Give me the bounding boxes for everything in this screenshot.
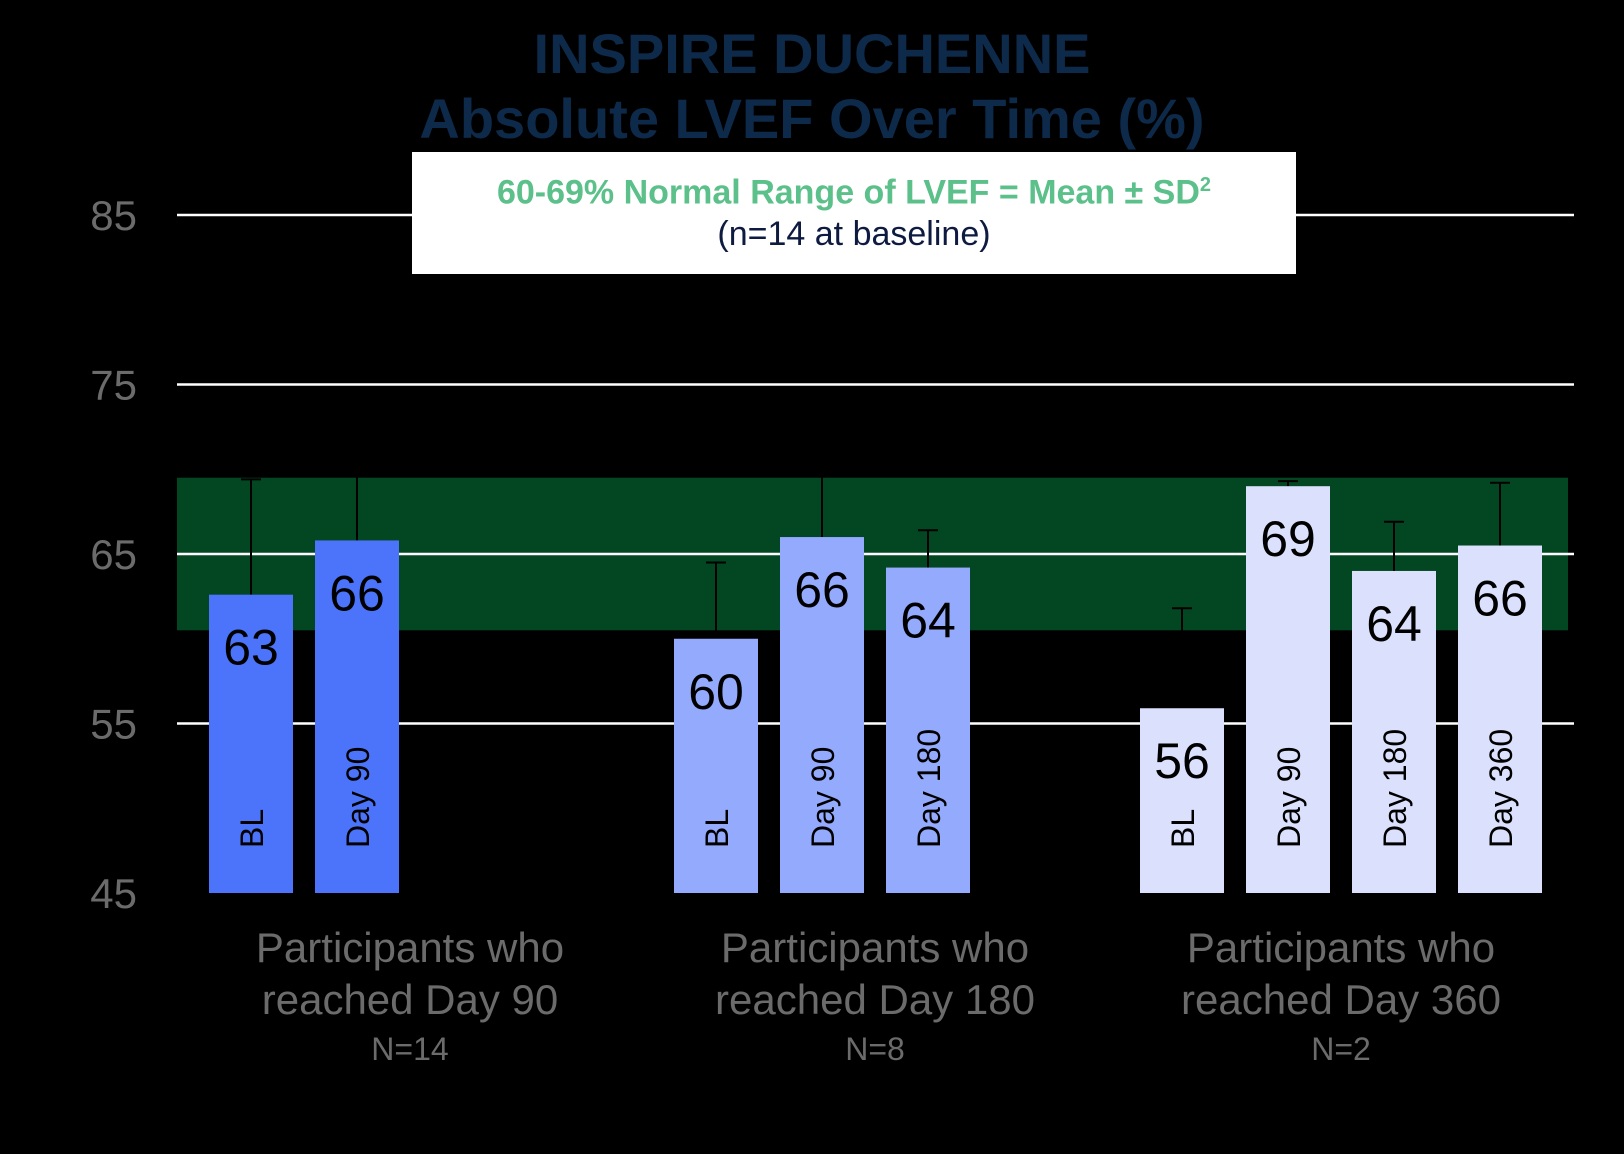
bar-category-label: Day 90 [340,747,376,848]
bar-category-label: BL [699,809,735,848]
legend-superscript: 2 [1199,174,1212,196]
bar-value-label: 56 [1154,733,1210,789]
bar-2-3 [1458,545,1542,893]
y-tick-label-45: 45 [90,870,137,917]
bar-category-label: Day 360 [1483,729,1519,848]
group-n-label: N=8 [845,1031,905,1067]
group-label-line1: Participants who [256,924,564,971]
bar-2-1 [1246,486,1330,893]
bar-category-label: Day 90 [1271,747,1307,848]
bar-value-label: 66 [329,565,385,621]
bar-1-1 [780,537,864,893]
group-label-line2: reached Day 180 [715,976,1035,1023]
bar-2-0 [1140,708,1224,893]
chart-title: INSPIRE DUCHENNE [533,22,1091,85]
group-label-line1: Participants who [721,924,1029,971]
bar-category-label: Day 90 [805,747,841,848]
group-label-line1: Participants who [1187,924,1495,971]
group-n-label: N=14 [371,1031,448,1067]
bar-value-label: 64 [900,593,956,649]
bar-0-1 [315,540,399,893]
legend-baseline-n: (n=14 at baseline) [717,214,991,253]
bar-category-label: BL [1165,809,1201,848]
normal-range-legend: 60-69% Normal Range of LVEF = Mean ± SD2… [412,152,1296,274]
bar-value-label: 69 [1260,511,1316,567]
bar-value-label: 63 [223,620,279,676]
y-tick-label-55: 55 [90,701,137,748]
bar-0-0 [209,594,293,893]
group-label-line2: reached Day 360 [1181,976,1501,1023]
bar-value-label: 60 [688,664,744,720]
y-tick-label-75: 75 [90,362,137,409]
bar-1-2 [886,567,970,893]
bar-value-label: 66 [794,562,850,618]
bar-value-label: 66 [1472,571,1528,627]
bar-value-label: 64 [1366,596,1422,652]
bar-1-0 [674,638,758,893]
bar-category-label: BL [234,809,270,848]
chart-subtitle: Absolute LVEF Over Time (%) [419,87,1205,150]
legend-range-text: 60-69% Normal Range of LVEF = Mean ± SD2 [496,173,1212,212]
bar-2-2 [1352,570,1436,893]
group-label-line2: reached Day 90 [262,976,559,1023]
y-tick-label-65: 65 [90,531,137,578]
group-n-label: N=2 [1311,1031,1371,1067]
y-tick-label-85: 85 [90,192,137,239]
bar-category-label: Day 180 [911,729,947,848]
bar-category-label: Day 180 [1377,729,1413,848]
